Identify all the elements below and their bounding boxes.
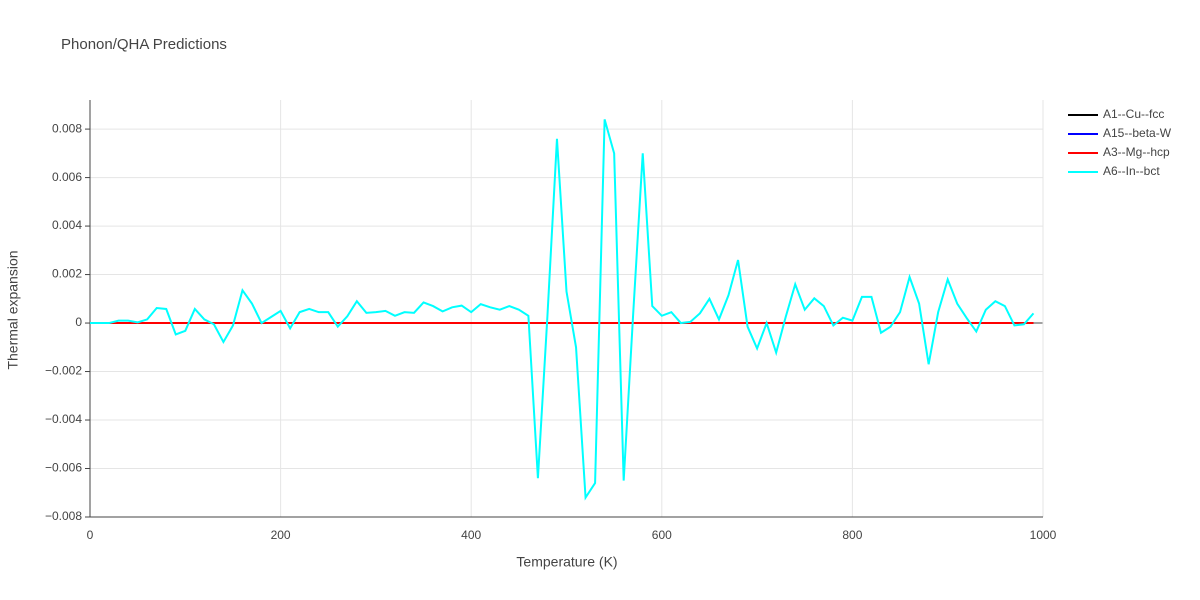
y-tick-label: 0.004 bbox=[52, 218, 82, 232]
chart-title: Phonon/QHA Predictions bbox=[61, 36, 227, 53]
x-tick-label: 1000 bbox=[1030, 528, 1057, 542]
x-tick-label: 400 bbox=[461, 528, 481, 542]
legend-label: A1--Cu--fcc bbox=[1103, 107, 1164, 121]
y-axis-label: Thermal expansion bbox=[5, 250, 21, 369]
x-tick-label: 800 bbox=[842, 528, 862, 542]
legend-label: A15--beta-W bbox=[1103, 126, 1172, 140]
x-tick-label: 200 bbox=[271, 528, 291, 542]
y-tick-label: −0.008 bbox=[45, 509, 82, 523]
y-tick-label: −0.006 bbox=[45, 461, 82, 475]
y-tick-label: 0.002 bbox=[52, 267, 82, 281]
y-tick-label: 0.008 bbox=[52, 121, 82, 135]
y-tick-label: −0.004 bbox=[45, 412, 82, 426]
x-tick-label: 600 bbox=[652, 528, 672, 542]
legend-label: A3--Mg--hcp bbox=[1103, 145, 1170, 159]
y-tick-label: 0.006 bbox=[52, 170, 82, 184]
x-axis-label: Temperature (K) bbox=[516, 554, 617, 570]
x-tick-label: 0 bbox=[87, 528, 94, 542]
y-tick-label: 0 bbox=[75, 315, 82, 329]
series-line bbox=[90, 119, 1035, 501]
legend-label: A6--In--bct bbox=[1103, 164, 1160, 178]
y-tick-label: −0.002 bbox=[45, 364, 82, 378]
